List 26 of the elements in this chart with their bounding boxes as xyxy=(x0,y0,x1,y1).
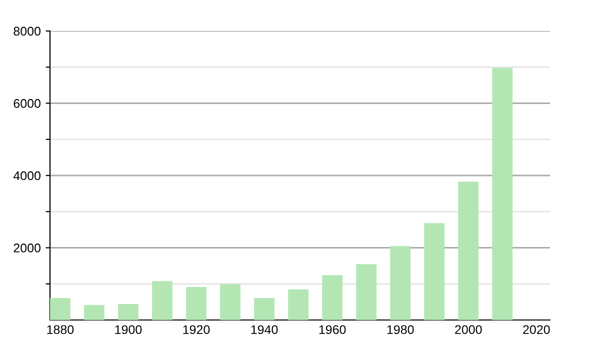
bar xyxy=(288,289,309,320)
bar xyxy=(424,223,445,320)
x-tick-label: 1880 xyxy=(47,325,74,334)
y-tick-label: 8000 xyxy=(14,26,40,36)
y-tick-label: 6000 xyxy=(14,99,40,108)
bar xyxy=(254,298,274,320)
x-tick-label: 2000 xyxy=(455,325,482,334)
y-tick-label: 2000 xyxy=(14,244,40,252)
bar xyxy=(356,264,377,320)
x-tick-label: 1920 xyxy=(183,325,210,334)
bar xyxy=(152,281,172,320)
bar xyxy=(322,275,343,320)
x-tick-label: 1960 xyxy=(319,325,346,334)
bar xyxy=(492,68,513,320)
bar xyxy=(50,298,70,320)
bar xyxy=(458,182,479,320)
y-tick-label: 4000 xyxy=(13,171,40,180)
x-tick-label: 2020 xyxy=(523,325,550,334)
bar xyxy=(84,305,104,320)
bar xyxy=(390,246,411,320)
x-tick-label: 1980 xyxy=(387,325,414,334)
bar xyxy=(186,287,206,320)
bar xyxy=(220,284,240,320)
x-tick-label: 1940 xyxy=(251,325,278,334)
x-tick-label: 1900 xyxy=(115,325,142,334)
bar xyxy=(118,304,138,320)
